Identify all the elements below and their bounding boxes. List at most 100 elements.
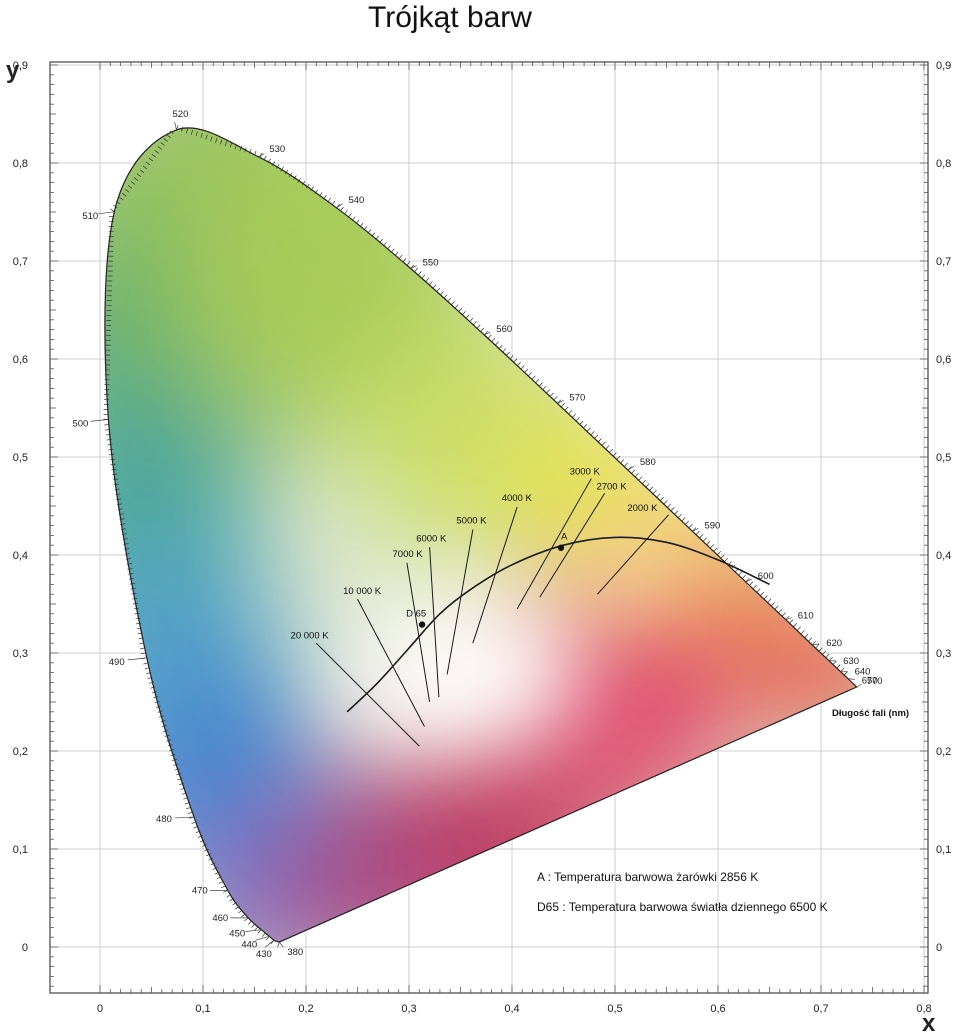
cct-label: 4000 K [502, 493, 533, 504]
locus-tick [119, 196, 124, 201]
locus-tick [104, 423, 110, 426]
locus-tick [124, 188, 130, 193]
wavelength-label: 550 [423, 258, 439, 269]
wavelength-label: 520 [173, 109, 189, 120]
locus-tick [284, 169, 289, 175]
locus-tick [808, 637, 813, 642]
wavelength-leader [812, 643, 820, 646]
locus-tick [133, 607, 139, 610]
locus-tick [204, 848, 209, 852]
locus-tick [118, 513, 124, 515]
locus-tick [785, 615, 790, 620]
locus-tick [232, 901, 237, 906]
locus-tick [649, 486, 654, 491]
locus-tick [538, 382, 543, 387]
locus-tick [277, 941, 280, 947]
locus-tick [173, 763, 179, 766]
locus-tick [257, 929, 262, 934]
locus-tick [804, 633, 809, 638]
cct-label: 2700 K [596, 481, 627, 492]
locus-tick [458, 307, 463, 312]
locus-tick [667, 503, 672, 508]
y-tick-label: 0,8 [13, 158, 28, 170]
locus-tick [235, 905, 240, 910]
locus-tick [609, 448, 614, 453]
wavelength-leader [627, 465, 635, 471]
y-axis-label: y [6, 57, 20, 84]
x-tick-label: 0,8 [916, 1003, 931, 1015]
locus-tick [117, 508, 123, 510]
locus-tick [117, 503, 123, 505]
locus-tick [386, 245, 391, 250]
locus-tick [130, 587, 136, 590]
locus-tick [157, 710, 163, 713]
locus-tick [239, 145, 242, 151]
wavelength-leader [410, 265, 417, 269]
locus-tick [417, 271, 422, 276]
locus-tick [251, 923, 256, 928]
locus-tick [160, 720, 166, 723]
locus-tick [568, 410, 573, 415]
wavelength-label: 490 [109, 657, 125, 668]
locus-tick [706, 540, 711, 546]
locus-tick [149, 681, 155, 684]
locus-tick [297, 178, 301, 183]
locus-tick [327, 197, 331, 203]
locus-tick [181, 792, 187, 795]
locus-tick [125, 553, 131, 555]
wavelength-label: 450 [229, 929, 245, 940]
cct-line [406, 562, 431, 703]
locus-tick [121, 533, 127, 535]
locus-tick [572, 413, 576, 418]
locus-tick [128, 573, 134, 575]
locus-tick [476, 324, 481, 329]
wavelength-leader [255, 935, 270, 941]
locus-tick [524, 368, 529, 373]
locus-tick [120, 523, 126, 525]
locus-tick [170, 753, 176, 757]
y-tick-label: 0,9 [13, 60, 28, 72]
locus-tick [425, 277, 429, 283]
locus-tick [161, 725, 167, 728]
locus-tick [128, 578, 135, 580]
locus-tick [465, 314, 470, 319]
x-tick-label: 0 [97, 1003, 103, 1015]
cct-label: 5000 K [456, 516, 487, 527]
locus-tick [166, 739, 172, 742]
locus-tick [527, 372, 532, 377]
planckian-locus [346, 536, 770, 713]
locus-tick [187, 811, 193, 814]
locus-tick [513, 358, 518, 363]
locus-tick [163, 729, 169, 732]
locus-tick [154, 149, 159, 154]
cct-line [429, 547, 440, 698]
wavelength-leader [557, 400, 564, 404]
locus-tick [139, 642, 145, 645]
locus-tick [138, 637, 144, 640]
locus-tick [428, 281, 433, 286]
locus-tick [195, 830, 201, 834]
locus-tick [137, 632, 143, 635]
wavelength-label: 630 [843, 656, 859, 667]
y-tick-label: 0,5 [13, 452, 28, 464]
locus-tick [505, 351, 510, 356]
locus-tick [702, 537, 707, 542]
locus-tick [180, 787, 186, 790]
locus-tick [113, 204, 118, 209]
locus-tick [186, 806, 192, 810]
locus-tick [157, 146, 162, 150]
locus-tick [154, 700, 160, 704]
wavelength-label: 600 [758, 571, 774, 582]
white-point-marker [557, 544, 565, 551]
cct-line [597, 514, 669, 595]
locus-tick [670, 507, 675, 512]
x-axis-label: x [922, 1010, 936, 1033]
cct-lines: 20 000 K 10 000 K 7000 K 6000 K 5000 K 4000 K… [291, 467, 770, 747]
locus-tick [560, 403, 565, 408]
locus-tick [124, 548, 130, 550]
locus-tick [216, 876, 222, 880]
locus-tick [681, 517, 686, 522]
locus-tick [793, 623, 798, 628]
wavelength-leader [259, 152, 265, 158]
